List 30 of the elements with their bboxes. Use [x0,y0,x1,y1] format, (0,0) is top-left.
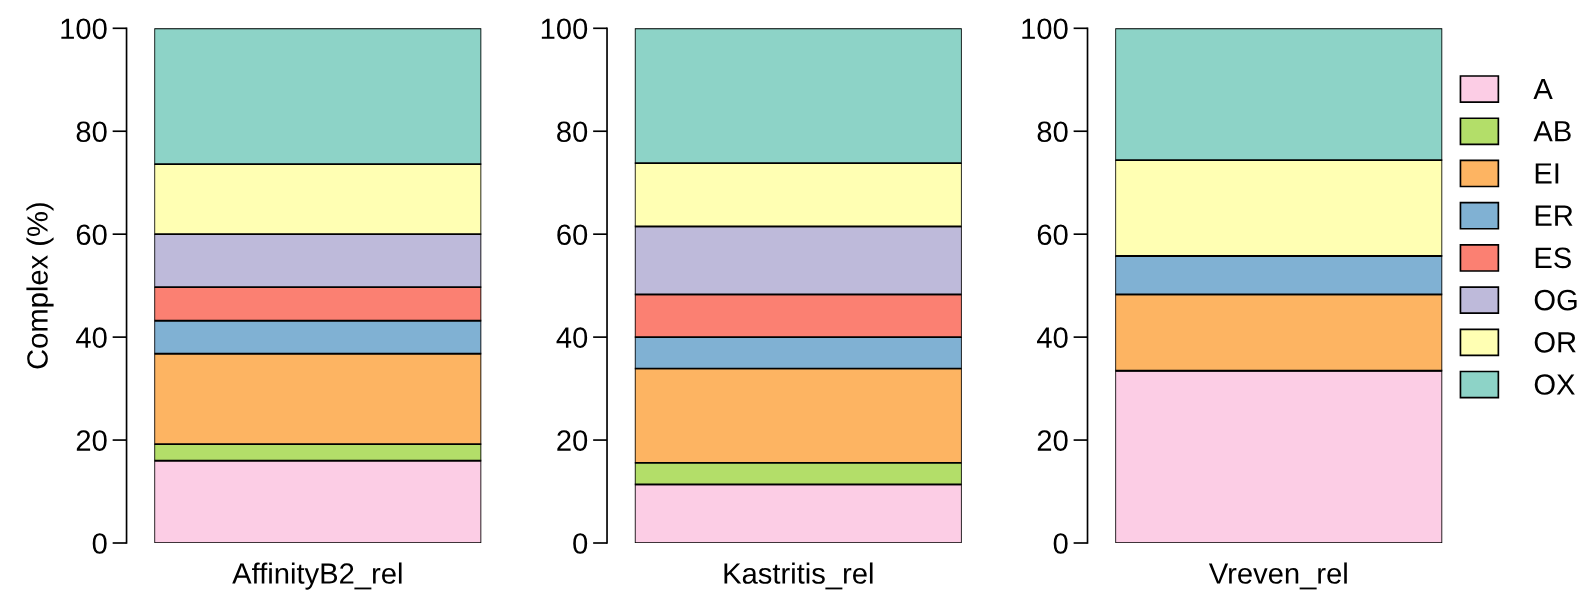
y-tick-label: 20 [76,430,107,451]
legend-label: ES [1535,247,1571,269]
y-tick-label: 0 [92,533,107,554]
legend-label: AB [1533,121,1571,142]
y-tick-label: 0 [573,533,588,554]
y-tick-label: 80 [76,121,107,143]
x-tick-label: Vreven_rel [1208,562,1347,590]
x-tick-label: Kastritis_rel [724,562,873,590]
y-tick-label: 60 [1037,224,1068,246]
y-tick-label: 60 [557,224,588,246]
y-tick-label: 40 [1036,327,1068,348]
legend-label: ER [1535,205,1573,226]
x-tick-label: AffinityB2_rel [232,562,402,590]
y-tick-label: 0 [1053,533,1068,554]
y-tick-label: 40 [556,327,588,348]
legend-label: OG [1534,289,1577,311]
y-axis-title: Complex (%) [26,203,54,369]
y-tick-label: 80 [1037,121,1068,143]
y-tick-label: 100 [541,18,588,40]
y-tick-label: 60 [76,224,107,246]
legend-label: EI [1535,163,1559,184]
legend-label: A [1533,78,1553,100]
legend-label: OX [1534,374,1575,395]
y-tick-label: 100 [1022,18,1068,40]
y-tick-label: 80 [557,121,588,143]
y-tick-label: 20 [557,430,588,451]
y-tick-label: 20 [1037,430,1068,451]
y-tick-label: 100 [61,18,107,40]
y-tick-label: 40 [76,327,107,348]
legend-label: OR [1534,331,1576,353]
